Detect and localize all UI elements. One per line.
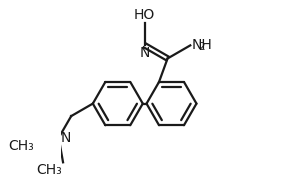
Text: CH₃: CH₃: [36, 163, 62, 177]
Text: N: N: [140, 46, 150, 60]
Text: HO: HO: [133, 8, 155, 22]
Text: NH: NH: [191, 38, 212, 52]
Text: CH₃: CH₃: [9, 139, 34, 153]
Text: N: N: [60, 131, 71, 145]
Text: 2: 2: [198, 41, 205, 51]
